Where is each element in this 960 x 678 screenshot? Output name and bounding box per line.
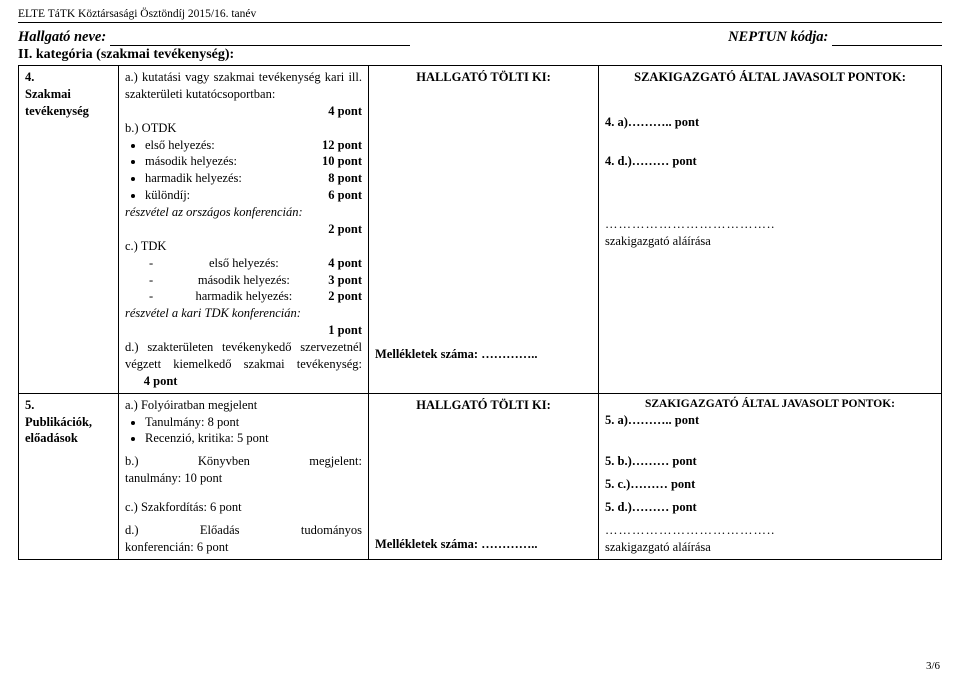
li-label: különdíj: bbox=[145, 187, 190, 204]
row5-pts-c: 5. c.)……… pont bbox=[605, 476, 935, 493]
li-pts: 6 pont bbox=[328, 187, 362, 204]
row4-sig-dots: ……………………………….. bbox=[605, 216, 935, 233]
list-item: különdíj: 6 pont bbox=[145, 187, 362, 204]
row5-pts-head: SZAKIGAZGATÓ ÁLTAL JAVASOLT PONTOK: bbox=[605, 397, 935, 413]
row5-pts-b: 5. b.)……… pont bbox=[605, 453, 935, 470]
table-row: 4. Szakmai tevékenység a.) kutatási vagy… bbox=[19, 66, 942, 394]
row5-title: Publikációk, előadások bbox=[25, 415, 92, 446]
row5-a-head: a.) Folyóiratban megjelent bbox=[125, 397, 362, 414]
row4-d: d.) szakterületen tevékenykedő szervezet… bbox=[125, 339, 362, 390]
list-item: harmadik helyezés: 8 pont bbox=[145, 170, 362, 187]
row4-pts-d: 4. d.)……… pont bbox=[605, 153, 935, 170]
row5-pts-a-cell: SZAKIGAZGATÓ ÁLTAL JAVASOLT PONTOK: 5. a… bbox=[599, 393, 942, 450]
row4-a-text: a.) kutatási vagy szakmai tevékenység ka… bbox=[125, 70, 362, 101]
row4-b-list: első helyezés: 12 pont második helyezés: 1… bbox=[145, 137, 362, 205]
row5-sig-cell: ……………………………….. szakigazgató aláírása bbox=[599, 519, 942, 559]
li-label: második helyezés: bbox=[198, 272, 290, 289]
list-item: első helyezés: 12 pont bbox=[145, 137, 362, 154]
page-footer: 3/6 bbox=[926, 660, 940, 672]
row4-attach: Mellékletek száma: ………….. bbox=[375, 346, 592, 363]
row4-c-part-pts: 1 pont bbox=[125, 322, 362, 339]
li-label: második helyezés: bbox=[145, 153, 237, 170]
row5-sig: szakigazgató aláírása bbox=[605, 539, 935, 556]
row5-pts-bc-cell: 5. b.)……… pont 5. c.)……… pont bbox=[599, 450, 942, 496]
row4-points-cell: SZAKIGAZGATÓ ÁLTAL JAVASOLT PONTOK: 4. a… bbox=[599, 66, 942, 394]
row4-b-head: b.) OTDK bbox=[125, 120, 362, 137]
list-item: első helyezés: 4 pont bbox=[149, 255, 362, 272]
row5-sig-dots: ……………………………….. bbox=[605, 522, 935, 539]
row4-title-cell: 4. Szakmai tevékenység bbox=[19, 66, 119, 394]
list-item: harmadik helyezés: 2 pont bbox=[149, 288, 362, 305]
list-item: második helyezés: 10 pont bbox=[145, 153, 362, 170]
row4-pts-head: SZAKIGAZGATÓ ÁLTAL JAVASOLT PONTOK: bbox=[605, 69, 935, 86]
name-row: Hallgató neve: NEPTUN kódja: bbox=[18, 29, 942, 46]
row5-a-list: Tanulmány: 8 pont Recenzió, kritika: 5 p… bbox=[145, 414, 362, 448]
table-row: 5. Publikációk, előadások a.) Folyóiratb… bbox=[19, 393, 942, 450]
row4-num: 4. bbox=[25, 70, 34, 84]
row5-title-cell: 5. Publikációk, előadások bbox=[19, 393, 119, 559]
row5-num: 5. bbox=[25, 398, 34, 412]
li-pts: 10 pont bbox=[322, 153, 362, 170]
li-label: első helyezés: bbox=[209, 255, 279, 272]
list-item: Recenzió, kritika: 5 pont bbox=[145, 430, 362, 447]
row5-c-text: c.) Szakfordítás: 6 pont bbox=[125, 499, 362, 516]
row4-pts-a: 4. a)……….. pont bbox=[605, 114, 935, 131]
row4-d-text: d.) szakterületen tevékenykedő szervezet… bbox=[125, 340, 362, 371]
row5-d-t2: Előadás bbox=[200, 522, 240, 539]
neptun-blank bbox=[832, 32, 942, 46]
row5-pts-a: 5. a)……….. pont bbox=[605, 412, 935, 429]
row5-d-t1: d.) bbox=[125, 522, 139, 539]
category-title: II. kategória (szakmai tevékenység): bbox=[18, 47, 942, 63]
row5-b-t1: b.) bbox=[125, 453, 139, 470]
name-blank bbox=[110, 32, 410, 46]
row4-b-part-pts: 2 pont bbox=[125, 221, 362, 238]
li-label: első helyezés: bbox=[145, 137, 215, 154]
li-pts: 4 pont bbox=[328, 255, 362, 272]
row5-pts-d-cell: 5. d.)……… pont bbox=[599, 496, 942, 519]
list-item: Tanulmány: 8 pont bbox=[145, 414, 362, 431]
row4-a-pts: 4 pont bbox=[125, 103, 362, 120]
row5-d-t3: tudományos bbox=[301, 522, 362, 539]
li-pts: 8 pont bbox=[328, 170, 362, 187]
row5-c-cell: c.) Szakfordítás: 6 pont bbox=[119, 496, 369, 519]
row5-fill-top: HALLGATÓ TÖLTI KI: bbox=[375, 397, 592, 414]
row4-title: Szakmai tevékenység bbox=[25, 87, 89, 118]
row5-b-t2: Könyvben bbox=[198, 453, 250, 470]
row4-c-part: részvétel a kari TDK konferencián: bbox=[125, 305, 362, 322]
main-table: 4. Szakmai tevékenység a.) kutatási vagy… bbox=[18, 65, 942, 560]
row4-c-head: c.) TDK bbox=[125, 238, 362, 255]
row4-d-pts: 4 pont bbox=[144, 374, 178, 388]
row4-fill-cell: HALLGATÓ TÖLTI KI: Mellékletek száma: ……… bbox=[369, 66, 599, 394]
row5-b-t3: megjelent: bbox=[309, 453, 362, 470]
neptun-label: NEPTUN kódja: bbox=[728, 29, 828, 45]
list-item: második helyezés: 3 pont bbox=[149, 272, 362, 289]
li-pts: 3 pont bbox=[328, 272, 362, 289]
li-pts: 12 pont bbox=[322, 137, 362, 154]
row5-fill-cell: HALLGATÓ TÖLTI KI: Mellékletek száma: ……… bbox=[369, 393, 599, 559]
row4-fill-top: HALLGATÓ TÖLTI KI: bbox=[375, 69, 592, 86]
row5-b-line2: tanulmány: 10 pont bbox=[125, 470, 362, 487]
li-label: harmadik helyezés: bbox=[145, 170, 242, 187]
row5-d-line1: d.) Előadás tudományos bbox=[125, 522, 362, 539]
row4-desc-cell: a.) kutatási vagy szakmai tevékenység ka… bbox=[119, 66, 369, 394]
row5-a-cell: a.) Folyóiratban megjelent Tanulmány: 8 … bbox=[119, 393, 369, 450]
name-label: Hallgató neve: bbox=[18, 29, 106, 45]
row5-b-cell: b.) Könyvben megjelent: tanulmány: 10 po… bbox=[119, 450, 369, 496]
page-header: ELTE TáTK Köztársasági Ösztöndíj 2015/16… bbox=[18, 8, 942, 23]
row4-c-list: első helyezés: 4 pont második helyezés: 3 … bbox=[149, 255, 362, 306]
li-label: harmadik helyezés: bbox=[195, 288, 292, 305]
row5-d-line2: konferencián: 6 pont bbox=[125, 539, 362, 556]
row5-pts-d: 5. d.)……… pont bbox=[605, 499, 935, 516]
li-pts: 2 pont bbox=[328, 288, 362, 305]
row5-d-cell: d.) Előadás tudományos konferencián: 6 p… bbox=[119, 519, 369, 559]
row4-a: a.) kutatási vagy szakmai tevékenység ka… bbox=[125, 69, 362, 103]
row4-sig: szakigazgató aláírása bbox=[605, 233, 935, 250]
row5-attach: Mellékletek száma: ………….. bbox=[375, 536, 592, 553]
row4-b-part: részvétel az országos konferencián: bbox=[125, 204, 362, 221]
row5-b-line1: b.) Könyvben megjelent: bbox=[125, 453, 362, 470]
